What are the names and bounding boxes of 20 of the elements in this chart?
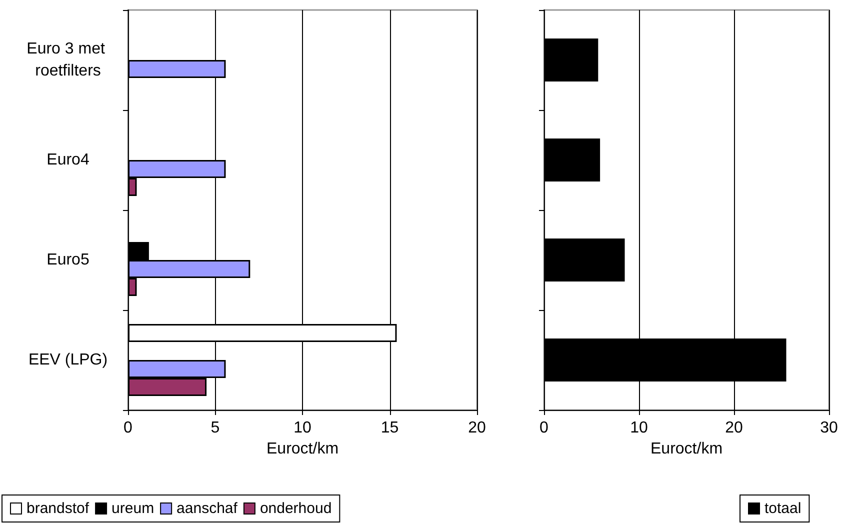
y-tick-label: Euro4 — [46, 152, 90, 168]
y-tick-label: EEV (LPG) — [28, 352, 108, 368]
x-tick-label: 10 — [630, 420, 648, 436]
x-tick-label: 0 — [540, 420, 549, 436]
legend-label: brandstof — [26, 500, 90, 517]
x-tick-label: 0 — [124, 420, 133, 436]
y-tick-label: Euro 3 met roetfilters — [26, 40, 110, 80]
legend-label: onderhoud — [260, 500, 332, 517]
legend-label: ureum — [112, 500, 154, 517]
y-tick-label: Euro5 — [46, 252, 90, 268]
x-tick-label: 15 — [380, 420, 399, 436]
x-tick-label: 30 — [820, 420, 838, 436]
legend-label: aanschaf — [176, 500, 238, 517]
x-tick-label: 5 — [210, 420, 220, 436]
x-axis-title: Euroct/km — [266, 440, 339, 458]
x-axis-title: Euroct/km — [650, 440, 723, 458]
legend-label: totaal — [764, 500, 802, 517]
x-tick-label: 20 — [468, 420, 486, 436]
x-tick-label: 10 — [294, 420, 312, 436]
x-tick-label: 20 — [725, 420, 743, 436]
